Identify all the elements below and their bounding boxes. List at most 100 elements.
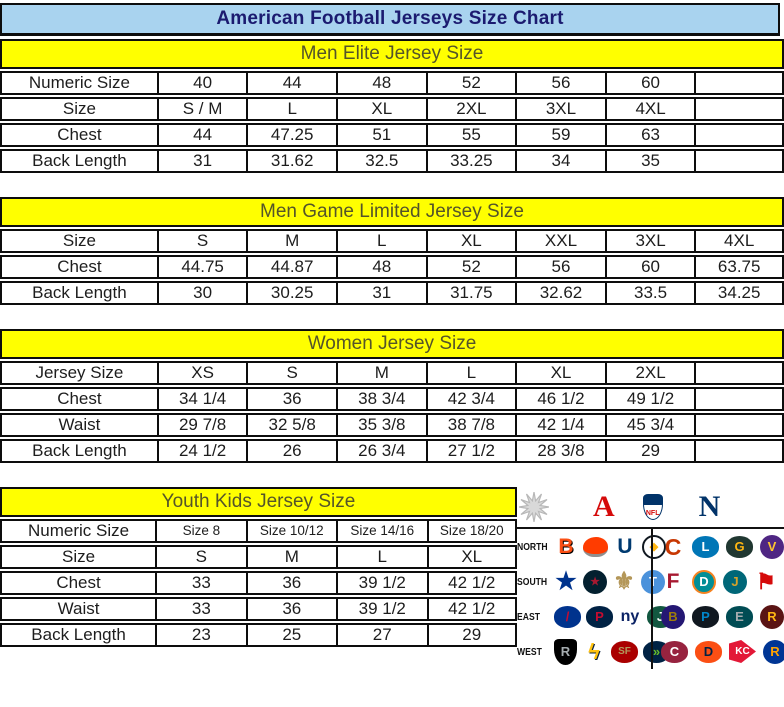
size-value-cell: 33	[155, 571, 246, 595]
size-value-cell: 36	[245, 597, 337, 621]
team-logo-denver-broncos-icon: D	[695, 640, 722, 663]
division-label: SOUTH	[517, 575, 548, 588]
size-value-cell: 25	[245, 623, 337, 647]
size-value-cell: M	[246, 229, 336, 253]
size-value-cell: 48	[335, 71, 426, 95]
table-row: Back Length 31 31.62 32.5 33.25 34 35	[0, 149, 784, 173]
team-logo-atlanta-falcons-icon: F	[666, 569, 680, 593]
chart-title-bar: American Football Jerseys Size Chart	[0, 3, 780, 36]
team-logo-jacksonville-jaguars-icon: J	[723, 569, 747, 594]
size-value-cell: 47.25	[246, 123, 336, 147]
size-value-cell: S	[155, 545, 246, 569]
size-value-cell: L	[246, 97, 336, 121]
size-value-cell: 42 1/2	[426, 571, 517, 595]
team-logo-new-orleans-saints-icon: ⚜	[613, 567, 635, 595]
team-logo-pittsburgh-steelers-icon: ◆	[642, 534, 666, 559]
section-header-label: Men Game Limited Jersey Size	[260, 201, 524, 222]
section-youth: Youth Kids Jersey Size Numeric Size Size 8…	[0, 487, 517, 649]
size-value-cell: M	[335, 361, 426, 385]
size-value-cell: XL	[335, 97, 426, 121]
size-value-cell	[694, 71, 784, 95]
size-value-cell: 24 1/2	[156, 439, 247, 463]
size-value-cell: 46 1/2	[515, 387, 605, 411]
chart-title: American Football Jerseys Size Chart	[216, 8, 564, 29]
table-row: Size S M L XL XXL 3XL 4XL	[0, 229, 784, 253]
team-logo-buffalo-bills-icon: /	[554, 605, 581, 628]
size-value-cell: XL	[425, 229, 516, 253]
size-value-cell	[694, 361, 784, 385]
size-value-cell: 51	[335, 123, 426, 147]
size-value-cell: L	[425, 361, 516, 385]
size-value-cell: 52	[425, 71, 516, 95]
size-tables: Men Elite Jersey Size Numeric Size 40 44 48 5…	[0, 39, 784, 465]
size-value-cell: XL	[426, 545, 517, 569]
table-row: Back Length 30 30.25 31 31.75 32.62 33.5 34.25	[0, 281, 784, 305]
size-value-cell: 59	[515, 123, 605, 147]
size-value-cell: 28 3/8	[515, 439, 605, 463]
table-row: Numeric Size 40 44 48 52 56 60	[0, 71, 784, 95]
size-value-cell: 31.62	[246, 149, 336, 173]
nfc-logo-icon: N	[698, 490, 721, 523]
nfl-shield-icon: NFL	[642, 494, 663, 520]
row-label-cell: Size	[0, 229, 157, 253]
jersey-size-chart: American Football Jerseys Size Chart Men…	[0, 3, 784, 671]
team-logo-san-diego-chargers-icon: ϟ	[588, 638, 600, 664]
size-value-cell: 45 3/4	[604, 413, 695, 437]
size-value-cell: 29	[426, 623, 517, 647]
size-value-cell: 55	[425, 123, 516, 147]
team-logo-miami-dolphins-icon: D	[692, 569, 716, 594]
size-value-cell: Size 14/16	[336, 519, 427, 543]
size-value-cell: 44.75	[156, 255, 247, 279]
team-logo-washington-redskins-icon: R	[760, 604, 784, 629]
size-value-cell: 23	[155, 623, 246, 647]
bottom-row: Youth Kids Jersey Size Numeric Size Size 8…	[0, 487, 784, 671]
size-value-cell: M	[245, 545, 337, 569]
table-row: Chest 33 36 39 1/2 42 1/2	[0, 571, 517, 595]
afc-south-teams: ★ ★ ⚜ T	[554, 567, 665, 595]
team-logo-cincinnati-bengals-icon: B	[558, 534, 574, 558]
size-value-cell: 31	[335, 281, 426, 305]
size-value-cell: 2XL	[425, 97, 516, 121]
row-label-cell: Chest	[0, 123, 157, 147]
conference-header: A NFL N	[517, 487, 784, 527]
size-value-cell: 39 1/2	[336, 597, 427, 621]
size-value-cell: 38 3/4	[335, 387, 426, 411]
team-logo-oakland-raiders-icon: R	[554, 638, 577, 665]
size-value-cell: Size 18/20	[426, 519, 517, 543]
size-value-cell	[694, 97, 784, 121]
size-value-cell: 26 3/4	[335, 439, 426, 463]
size-value-cell: 30	[156, 281, 247, 305]
size-value-cell: 33	[155, 597, 246, 621]
division-row-north: NORTH B U ◆ C L G V	[517, 529, 784, 564]
afc-east-teams: /PnyJ	[554, 604, 674, 630]
row-label-cell: Chest	[0, 571, 156, 595]
size-value-cell: 33.5	[604, 281, 695, 305]
team-logo-tampa-bay-buccaneers-icon: ⚑	[756, 568, 776, 594]
section-header-men_elite: Men Elite Jersey Size	[0, 39, 784, 69]
table-row: Chest 44.75 44.87 48 52 56 60 63.75	[0, 255, 784, 279]
size-value-cell: 27	[336, 623, 427, 647]
size-value-cell: 32.5	[335, 149, 426, 173]
row-label-cell: Back Length	[0, 623, 156, 647]
division-label: EAST	[517, 610, 540, 623]
size-value-cell: 26	[246, 439, 336, 463]
section-women: Women Jersey Size Jersey Size XS S M L XL 2XL Ch…	[0, 329, 784, 465]
row-label-cell: Chest	[0, 387, 157, 411]
size-value-cell: S / M	[156, 97, 247, 121]
size-value-cell: 42 1/4	[515, 413, 605, 437]
team-logo-new-england-patriots-icon: P	[586, 605, 613, 628]
afc-logo-icon: A	[593, 490, 615, 523]
section-header-women: Women Jersey Size	[0, 329, 784, 359]
size-value-cell: 48	[335, 255, 426, 279]
size-value-cell: 60	[604, 71, 695, 95]
size-value-cell: 56	[515, 71, 605, 95]
table-row: Size S / M L XL 2XL 3XL 4XL	[0, 97, 784, 121]
team-logo-chicago-bears-icon: C	[664, 533, 682, 560]
size-value-cell: 44	[156, 123, 247, 147]
row-label-cell: Back Length	[0, 281, 157, 305]
size-value-cell: 29	[604, 439, 695, 463]
size-value-cell: 31.75	[425, 281, 516, 305]
size-value-cell	[694, 413, 784, 437]
